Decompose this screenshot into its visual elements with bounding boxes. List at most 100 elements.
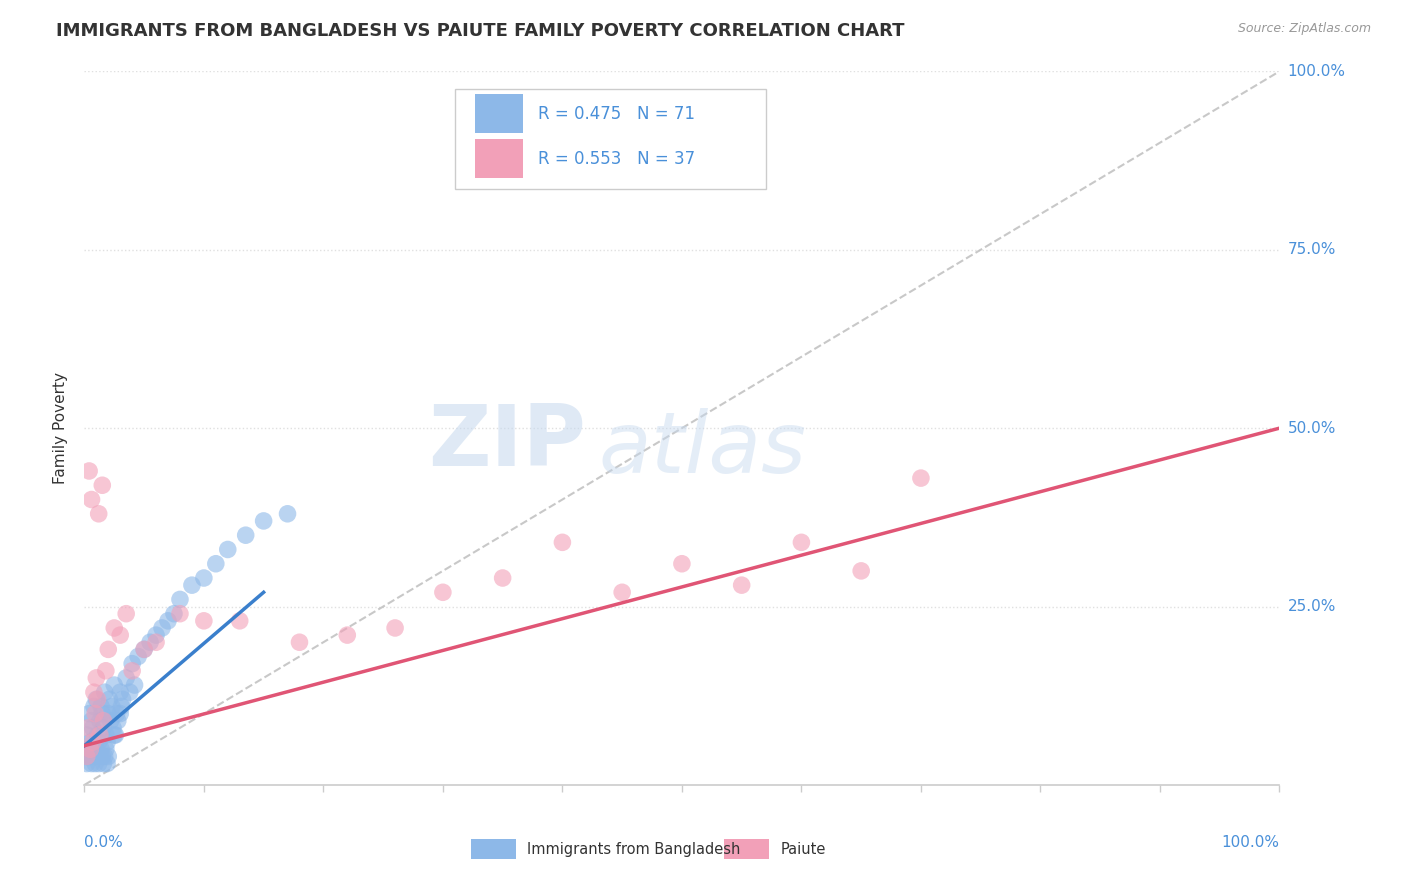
Point xyxy=(96,735,118,749)
Point xyxy=(82,742,104,756)
Point xyxy=(103,728,125,742)
Point xyxy=(169,592,191,607)
Point xyxy=(145,635,167,649)
Point xyxy=(551,535,574,549)
Point xyxy=(132,642,156,657)
Text: atlas: atlas xyxy=(599,408,806,491)
Point xyxy=(100,714,122,728)
Point xyxy=(76,728,98,742)
Point xyxy=(79,749,101,764)
Point xyxy=(93,714,115,728)
Point xyxy=(89,749,111,764)
Point xyxy=(104,728,127,742)
Text: 0.0%: 0.0% xyxy=(84,835,124,850)
Point xyxy=(76,756,98,771)
Point xyxy=(103,621,125,635)
Point xyxy=(77,742,100,756)
Point xyxy=(115,607,138,621)
Point xyxy=(94,664,117,678)
Point xyxy=(91,749,114,764)
Point xyxy=(105,706,128,721)
Point xyxy=(169,607,191,621)
Point xyxy=(86,671,108,685)
Point xyxy=(87,507,110,521)
Point xyxy=(110,685,132,699)
Point xyxy=(432,585,454,599)
Point xyxy=(77,749,100,764)
Point xyxy=(86,742,108,756)
Point xyxy=(790,535,813,549)
Point xyxy=(101,699,124,714)
Point xyxy=(103,678,125,692)
Point xyxy=(79,735,101,749)
Point xyxy=(163,607,186,621)
Point xyxy=(84,742,107,756)
Point xyxy=(193,571,215,585)
Point xyxy=(127,649,149,664)
Point xyxy=(150,621,173,635)
Point xyxy=(910,471,932,485)
Point xyxy=(76,749,98,764)
Point xyxy=(97,642,120,657)
Point xyxy=(612,585,634,599)
Point xyxy=(91,478,114,492)
Point xyxy=(253,514,276,528)
Text: 100.0%: 100.0% xyxy=(1222,835,1279,850)
Y-axis label: Family Poverty: Family Poverty xyxy=(53,372,69,484)
Point xyxy=(288,635,311,649)
Text: 25.0%: 25.0% xyxy=(1288,599,1336,614)
Point xyxy=(181,578,204,592)
Point xyxy=(110,706,132,721)
Point xyxy=(86,692,108,706)
Text: Source: ZipAtlas.com: Source: ZipAtlas.com xyxy=(1237,22,1371,36)
Point xyxy=(132,642,156,657)
Point xyxy=(851,564,873,578)
Point xyxy=(90,699,112,714)
Point xyxy=(83,685,105,699)
Point xyxy=(97,749,120,764)
Point xyxy=(84,706,107,721)
Point xyxy=(93,685,115,699)
Point xyxy=(110,628,132,642)
Point xyxy=(77,721,100,735)
Point xyxy=(145,628,167,642)
Point xyxy=(97,706,120,721)
Point xyxy=(86,728,108,742)
Point xyxy=(205,557,228,571)
Point xyxy=(94,742,117,756)
Point xyxy=(87,735,110,749)
Point xyxy=(235,528,257,542)
Point xyxy=(77,742,100,756)
Point xyxy=(384,621,406,635)
Point xyxy=(89,728,111,742)
Point xyxy=(121,657,143,671)
Point xyxy=(82,735,104,749)
Text: Paiute: Paiute xyxy=(780,842,825,856)
Point xyxy=(193,614,215,628)
Point xyxy=(229,614,252,628)
Point xyxy=(93,721,115,735)
Point xyxy=(89,714,111,728)
Point xyxy=(98,692,121,706)
Point xyxy=(111,692,134,706)
Point xyxy=(75,749,97,764)
Point xyxy=(93,756,115,771)
Point xyxy=(217,542,239,557)
Point xyxy=(80,492,103,507)
Point xyxy=(115,671,138,685)
FancyBboxPatch shape xyxy=(456,89,766,189)
Text: 75.0%: 75.0% xyxy=(1288,243,1336,257)
Text: IMMIGRANTS FROM BANGLADESH VS PAIUTE FAMILY POVERTY CORRELATION CHART: IMMIGRANTS FROM BANGLADESH VS PAIUTE FAM… xyxy=(56,22,904,40)
Point xyxy=(82,721,104,735)
Point xyxy=(671,557,693,571)
Point xyxy=(277,507,299,521)
Point xyxy=(94,728,117,742)
Point xyxy=(80,756,103,771)
Point xyxy=(107,714,129,728)
Point xyxy=(157,614,180,628)
Point xyxy=(96,756,118,771)
Point xyxy=(87,756,110,771)
Point xyxy=(731,578,754,592)
Point xyxy=(336,628,359,642)
Point xyxy=(83,749,105,764)
